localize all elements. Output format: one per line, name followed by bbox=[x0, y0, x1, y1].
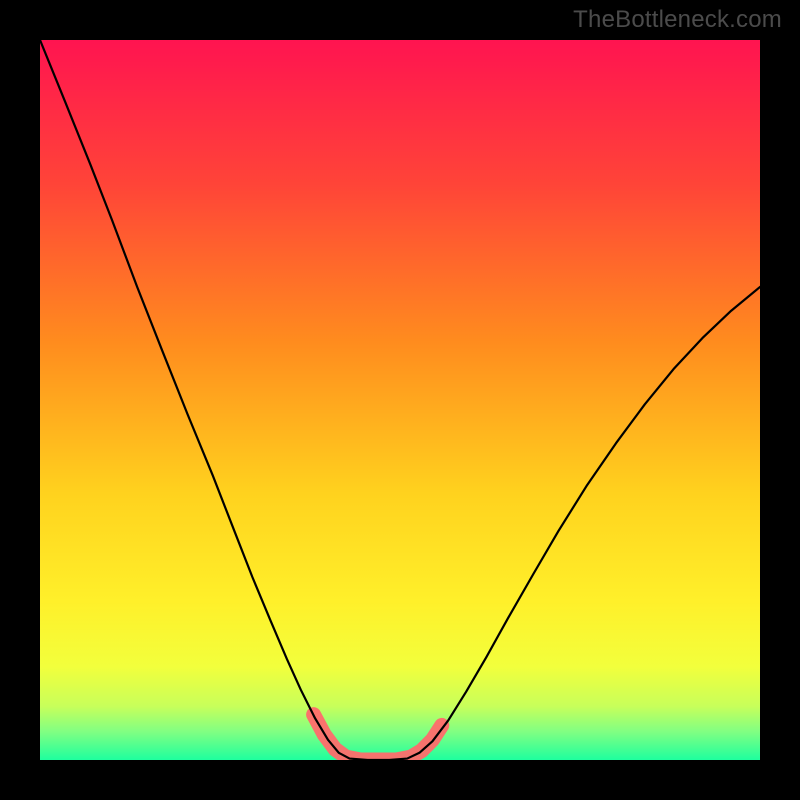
main-curve bbox=[40, 40, 760, 760]
highlight-curve bbox=[314, 715, 442, 760]
watermark-text: TheBottleneck.com bbox=[573, 6, 782, 34]
curve-layer bbox=[40, 40, 760, 760]
plot-area bbox=[40, 40, 760, 760]
chart-frame: TheBottleneck.com bbox=[0, 0, 800, 800]
